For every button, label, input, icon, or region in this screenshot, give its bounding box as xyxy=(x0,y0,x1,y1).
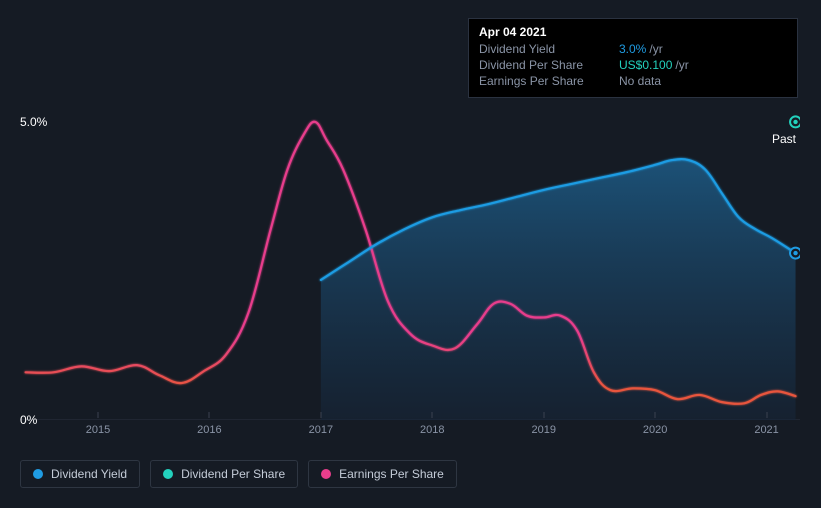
legend-label: Earnings Per Share xyxy=(339,467,444,481)
legend-label: Dividend Yield xyxy=(51,467,127,481)
tooltip-row: Dividend Yield3.0%/yr xyxy=(479,41,787,57)
tooltip-row-suffix: /yr xyxy=(675,57,688,73)
tooltip-row: Earnings Per ShareNo data xyxy=(479,73,787,89)
legend-item[interactable]: Earnings Per Share xyxy=(308,460,457,488)
x-tick-label: 2016 xyxy=(197,424,221,436)
x-tick-label: 2020 xyxy=(643,424,667,436)
legend-item[interactable]: Dividend Per Share xyxy=(150,460,298,488)
legend: Dividend Yield Dividend Per Share Earnings… xyxy=(20,460,457,488)
legend-swatch xyxy=(33,469,43,479)
tooltip: Apr 04 2021 Dividend Yield3.0%/yrDividen… xyxy=(468,18,798,98)
tooltip-row-value: US$0.100 xyxy=(619,57,672,73)
tooltip-row-label: Dividend Yield xyxy=(479,41,619,57)
legend-swatch xyxy=(321,469,331,479)
legend-item[interactable]: Dividend Yield xyxy=(20,460,140,488)
x-axis: 2015 2016 2017 2018 2019 2020 2021 xyxy=(20,420,800,440)
tooltip-row-value: 3.0% xyxy=(619,41,646,57)
x-tick-label: 2019 xyxy=(531,424,555,436)
x-tick-label: 2017 xyxy=(309,424,333,436)
tooltip-row: Dividend Per ShareUS$0.100/yr xyxy=(479,57,787,73)
tooltip-row-value: No data xyxy=(619,73,661,89)
legend-swatch xyxy=(163,469,173,479)
legend-label: Dividend Per Share xyxy=(181,467,285,481)
x-tick-label: 2021 xyxy=(754,424,778,436)
y-tick-label: 5.0% xyxy=(20,115,47,129)
tooltip-title: Apr 04 2021 xyxy=(479,25,787,39)
x-tick-label: 2015 xyxy=(86,424,110,436)
tooltip-row-suffix: /yr xyxy=(649,41,662,57)
past-label: Past xyxy=(772,132,796,146)
x-tick-label: 2018 xyxy=(420,424,444,436)
tooltip-row-label: Earnings Per Share xyxy=(479,73,619,89)
tooltip-row-label: Dividend Per Share xyxy=(479,57,619,73)
